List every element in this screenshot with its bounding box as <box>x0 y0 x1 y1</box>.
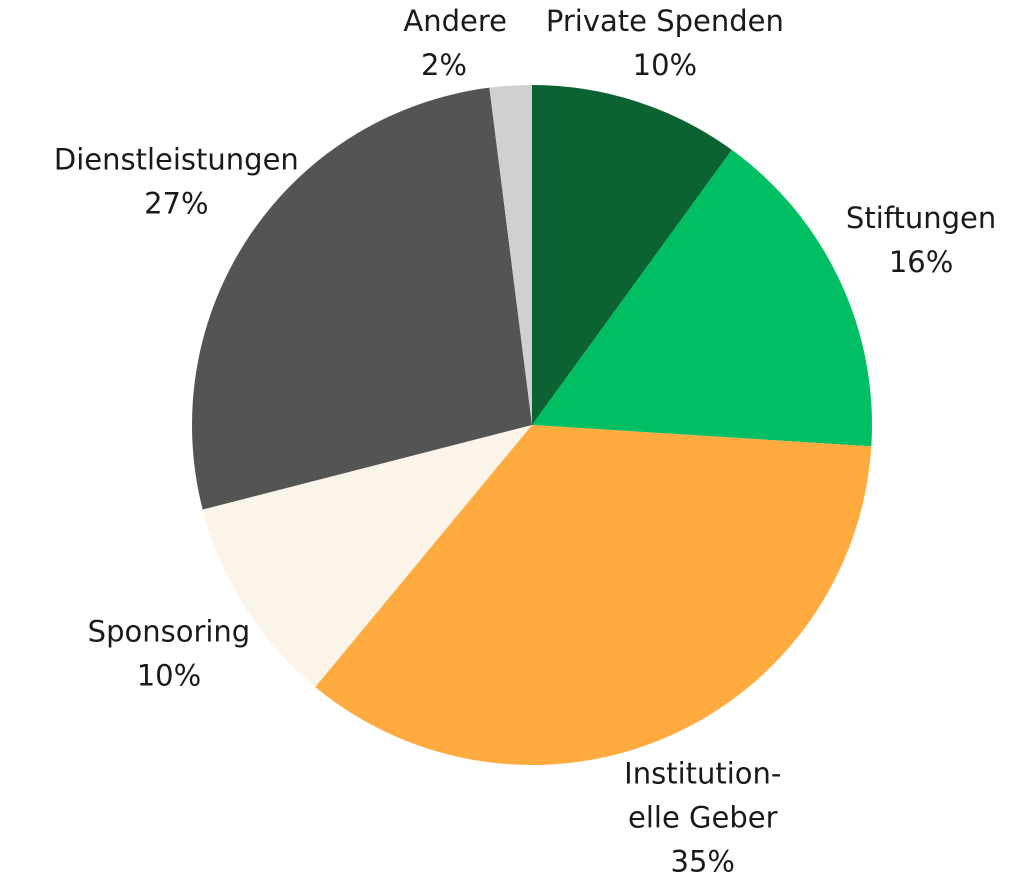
value-label: 27% <box>144 186 208 220</box>
label-line: Dienstleistungen <box>54 142 299 176</box>
pie-slice <box>532 85 732 425</box>
value-label: 10% <box>633 48 697 82</box>
label-line: Andere <box>403 4 507 38</box>
slice-label: Private Spenden <box>546 4 784 38</box>
slice-label: Andere <box>403 4 507 38</box>
value-label: 10% <box>137 658 201 692</box>
value-label: 16% <box>889 245 953 279</box>
value-label: 2% <box>421 48 467 82</box>
pie-slice <box>202 425 532 687</box>
pie-slice <box>315 425 872 766</box>
slice-label: Sponsoring <box>88 614 251 648</box>
slice-label: Institution-elle Geber <box>624 757 781 835</box>
label-line: Stiftungen <box>846 201 996 235</box>
slice-label: Stiftungen <box>846 201 996 235</box>
slice-label: Dienstleistungen <box>54 142 299 176</box>
value-label: 35% <box>671 845 735 879</box>
label-line: Sponsoring <box>88 614 251 648</box>
pie-slice <box>532 149 872 447</box>
pie-slice <box>191 87 532 510</box>
label-line: elle Geber <box>628 801 778 835</box>
pie-slice <box>489 85 532 425</box>
label-line: Institution- <box>624 757 781 791</box>
label-line: Private Spenden <box>546 4 784 38</box>
